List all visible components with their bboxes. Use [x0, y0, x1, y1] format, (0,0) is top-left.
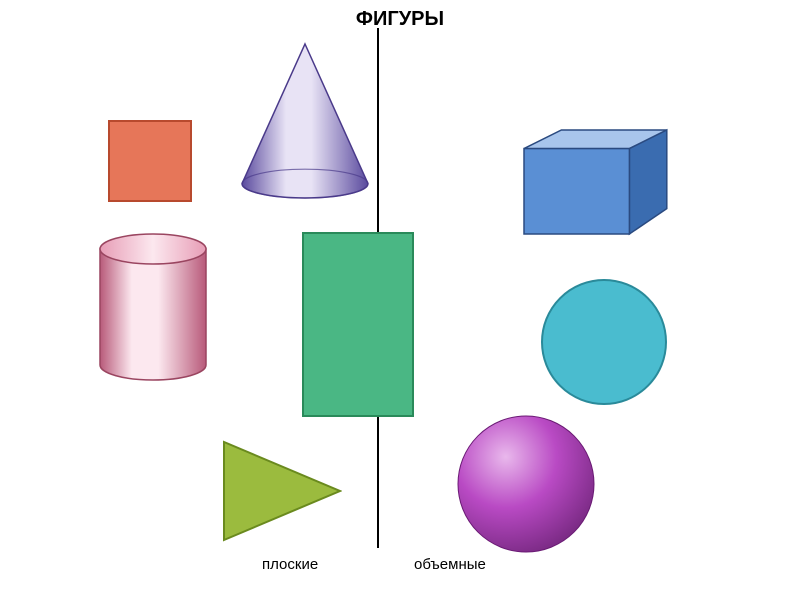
shape-circle — [540, 278, 668, 406]
page-title: ФИГУРЫ — [356, 8, 444, 31]
label-flat: плоские — [262, 556, 318, 573]
shape-cylinder — [98, 232, 208, 382]
shape-cone — [230, 40, 380, 200]
shape-triangle — [222, 440, 342, 542]
shape-box — [522, 128, 692, 236]
shape-rectangle — [302, 232, 414, 417]
label-solid: объемные — [414, 556, 486, 573]
shape-square — [108, 120, 192, 202]
shape-sphere — [456, 414, 596, 554]
